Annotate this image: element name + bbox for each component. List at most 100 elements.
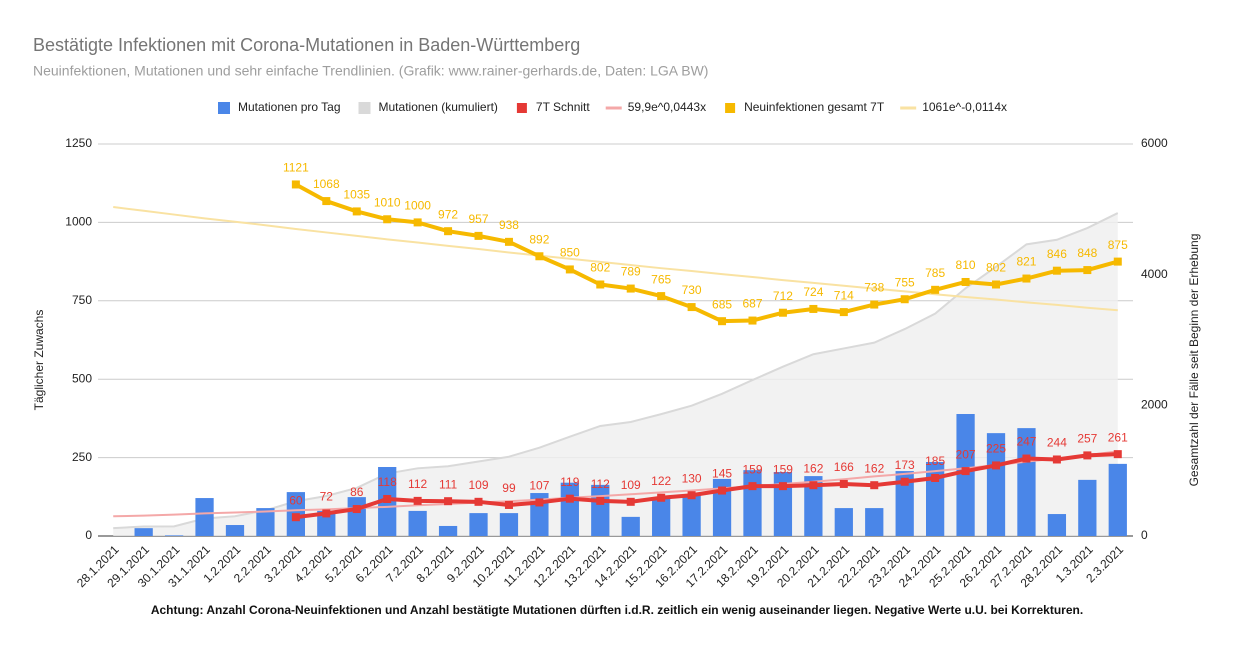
bar <box>895 471 914 536</box>
bar <box>621 516 640 536</box>
marker <box>839 479 848 488</box>
marker <box>504 237 513 246</box>
marker <box>1052 266 1061 275</box>
data-label: 159 <box>742 462 762 476</box>
legend-label: 1061e^-0,0114x <box>922 100 1007 114</box>
bar <box>195 498 214 536</box>
marker <box>474 231 483 240</box>
y2-axis-title: Gesamtzahl der Fälle seit Beginn der Erh… <box>1187 234 1201 487</box>
data-label: 109 <box>621 478 641 492</box>
bar <box>225 525 245 536</box>
marker <box>718 317 727 326</box>
marker <box>565 494 574 503</box>
marker <box>565 265 574 274</box>
marker <box>778 482 787 491</box>
data-label: 225 <box>986 442 1006 456</box>
area-line <box>113 212 1119 530</box>
data-label: 1068 <box>313 177 340 191</box>
marker <box>657 493 666 502</box>
bar <box>438 525 458 536</box>
y2-tick-label: 0 <box>1141 528 1148 542</box>
data-label: 687 <box>742 297 762 311</box>
data-label: 785 <box>925 266 945 280</box>
data-label: 938 <box>499 218 519 232</box>
data-label: 802 <box>590 261 610 275</box>
bar <box>834 508 853 536</box>
y-tick-label: 1250 <box>65 136 92 150</box>
chart-subtitle: Neuinfektionen, Mutationen und sehr einf… <box>33 63 708 79</box>
bar <box>347 497 366 536</box>
bar <box>1047 514 1067 536</box>
trend-line <box>113 206 1118 312</box>
marker <box>322 509 331 518</box>
bar <box>408 510 427 536</box>
data-label: 821 <box>1016 255 1036 269</box>
data-label: 244 <box>1047 436 1067 450</box>
marker <box>413 218 422 227</box>
marker <box>778 308 787 317</box>
data-label: 685 <box>712 297 732 311</box>
data-label: 848 <box>1077 246 1097 260</box>
legend-label: Mutationen (kumuliert) <box>379 100 498 114</box>
marker <box>291 180 300 189</box>
marker <box>687 491 696 500</box>
marker <box>352 505 361 514</box>
data-label: 107 <box>529 479 549 493</box>
data-label: 112 <box>408 477 427 491</box>
bar <box>865 508 884 536</box>
data-label: 72 <box>320 490 334 504</box>
marker <box>1022 454 1031 463</box>
marker <box>504 500 513 509</box>
legend-swatch <box>725 103 736 113</box>
marker <box>870 481 879 490</box>
marker <box>1083 266 1092 275</box>
data-label: 145 <box>712 467 732 481</box>
data-label: 257 <box>1077 432 1097 446</box>
lines <box>291 180 1122 522</box>
bar <box>469 513 488 536</box>
bar <box>1078 479 1097 536</box>
data-label: 957 <box>468 212 488 226</box>
bar <box>682 495 701 536</box>
bar <box>317 510 336 536</box>
data-label: 99 <box>502 481 516 495</box>
marker <box>626 497 635 506</box>
marker <box>900 295 909 304</box>
y-tick-label: 500 <box>72 371 92 385</box>
data-label: 846 <box>1047 247 1067 261</box>
data-label: 802 <box>986 261 1006 275</box>
marker <box>900 477 909 486</box>
data-label: 1000 <box>404 199 431 213</box>
marker <box>931 473 940 482</box>
data-label: 247 <box>1016 435 1036 449</box>
data-label: 789 <box>621 265 641 279</box>
data-label: 207 <box>956 447 976 461</box>
data-label: 173 <box>895 458 915 472</box>
legend-label: 7T Schnitt <box>536 100 590 114</box>
marker <box>748 482 757 491</box>
marker <box>352 207 361 216</box>
data-label: 714 <box>834 288 854 302</box>
marker <box>626 284 635 293</box>
data-label: 892 <box>529 232 549 246</box>
data-label: 972 <box>438 207 458 221</box>
legend-swatch <box>218 102 230 114</box>
bar <box>164 535 184 536</box>
data-label: 159 <box>773 462 793 476</box>
data-label: 122 <box>651 474 671 488</box>
data-label: 738 <box>864 281 884 295</box>
marker <box>961 277 970 286</box>
area <box>113 213 1118 537</box>
marker <box>444 227 453 236</box>
bar <box>560 482 579 536</box>
marker <box>474 497 483 506</box>
bar <box>804 476 823 536</box>
marker <box>322 197 331 206</box>
data-label: 86 <box>350 485 364 499</box>
marker <box>839 308 848 317</box>
y-tick-label: 0 <box>85 528 92 542</box>
marker <box>1022 274 1031 283</box>
y-tick-label: 750 <box>72 293 92 307</box>
bar <box>591 484 610 536</box>
